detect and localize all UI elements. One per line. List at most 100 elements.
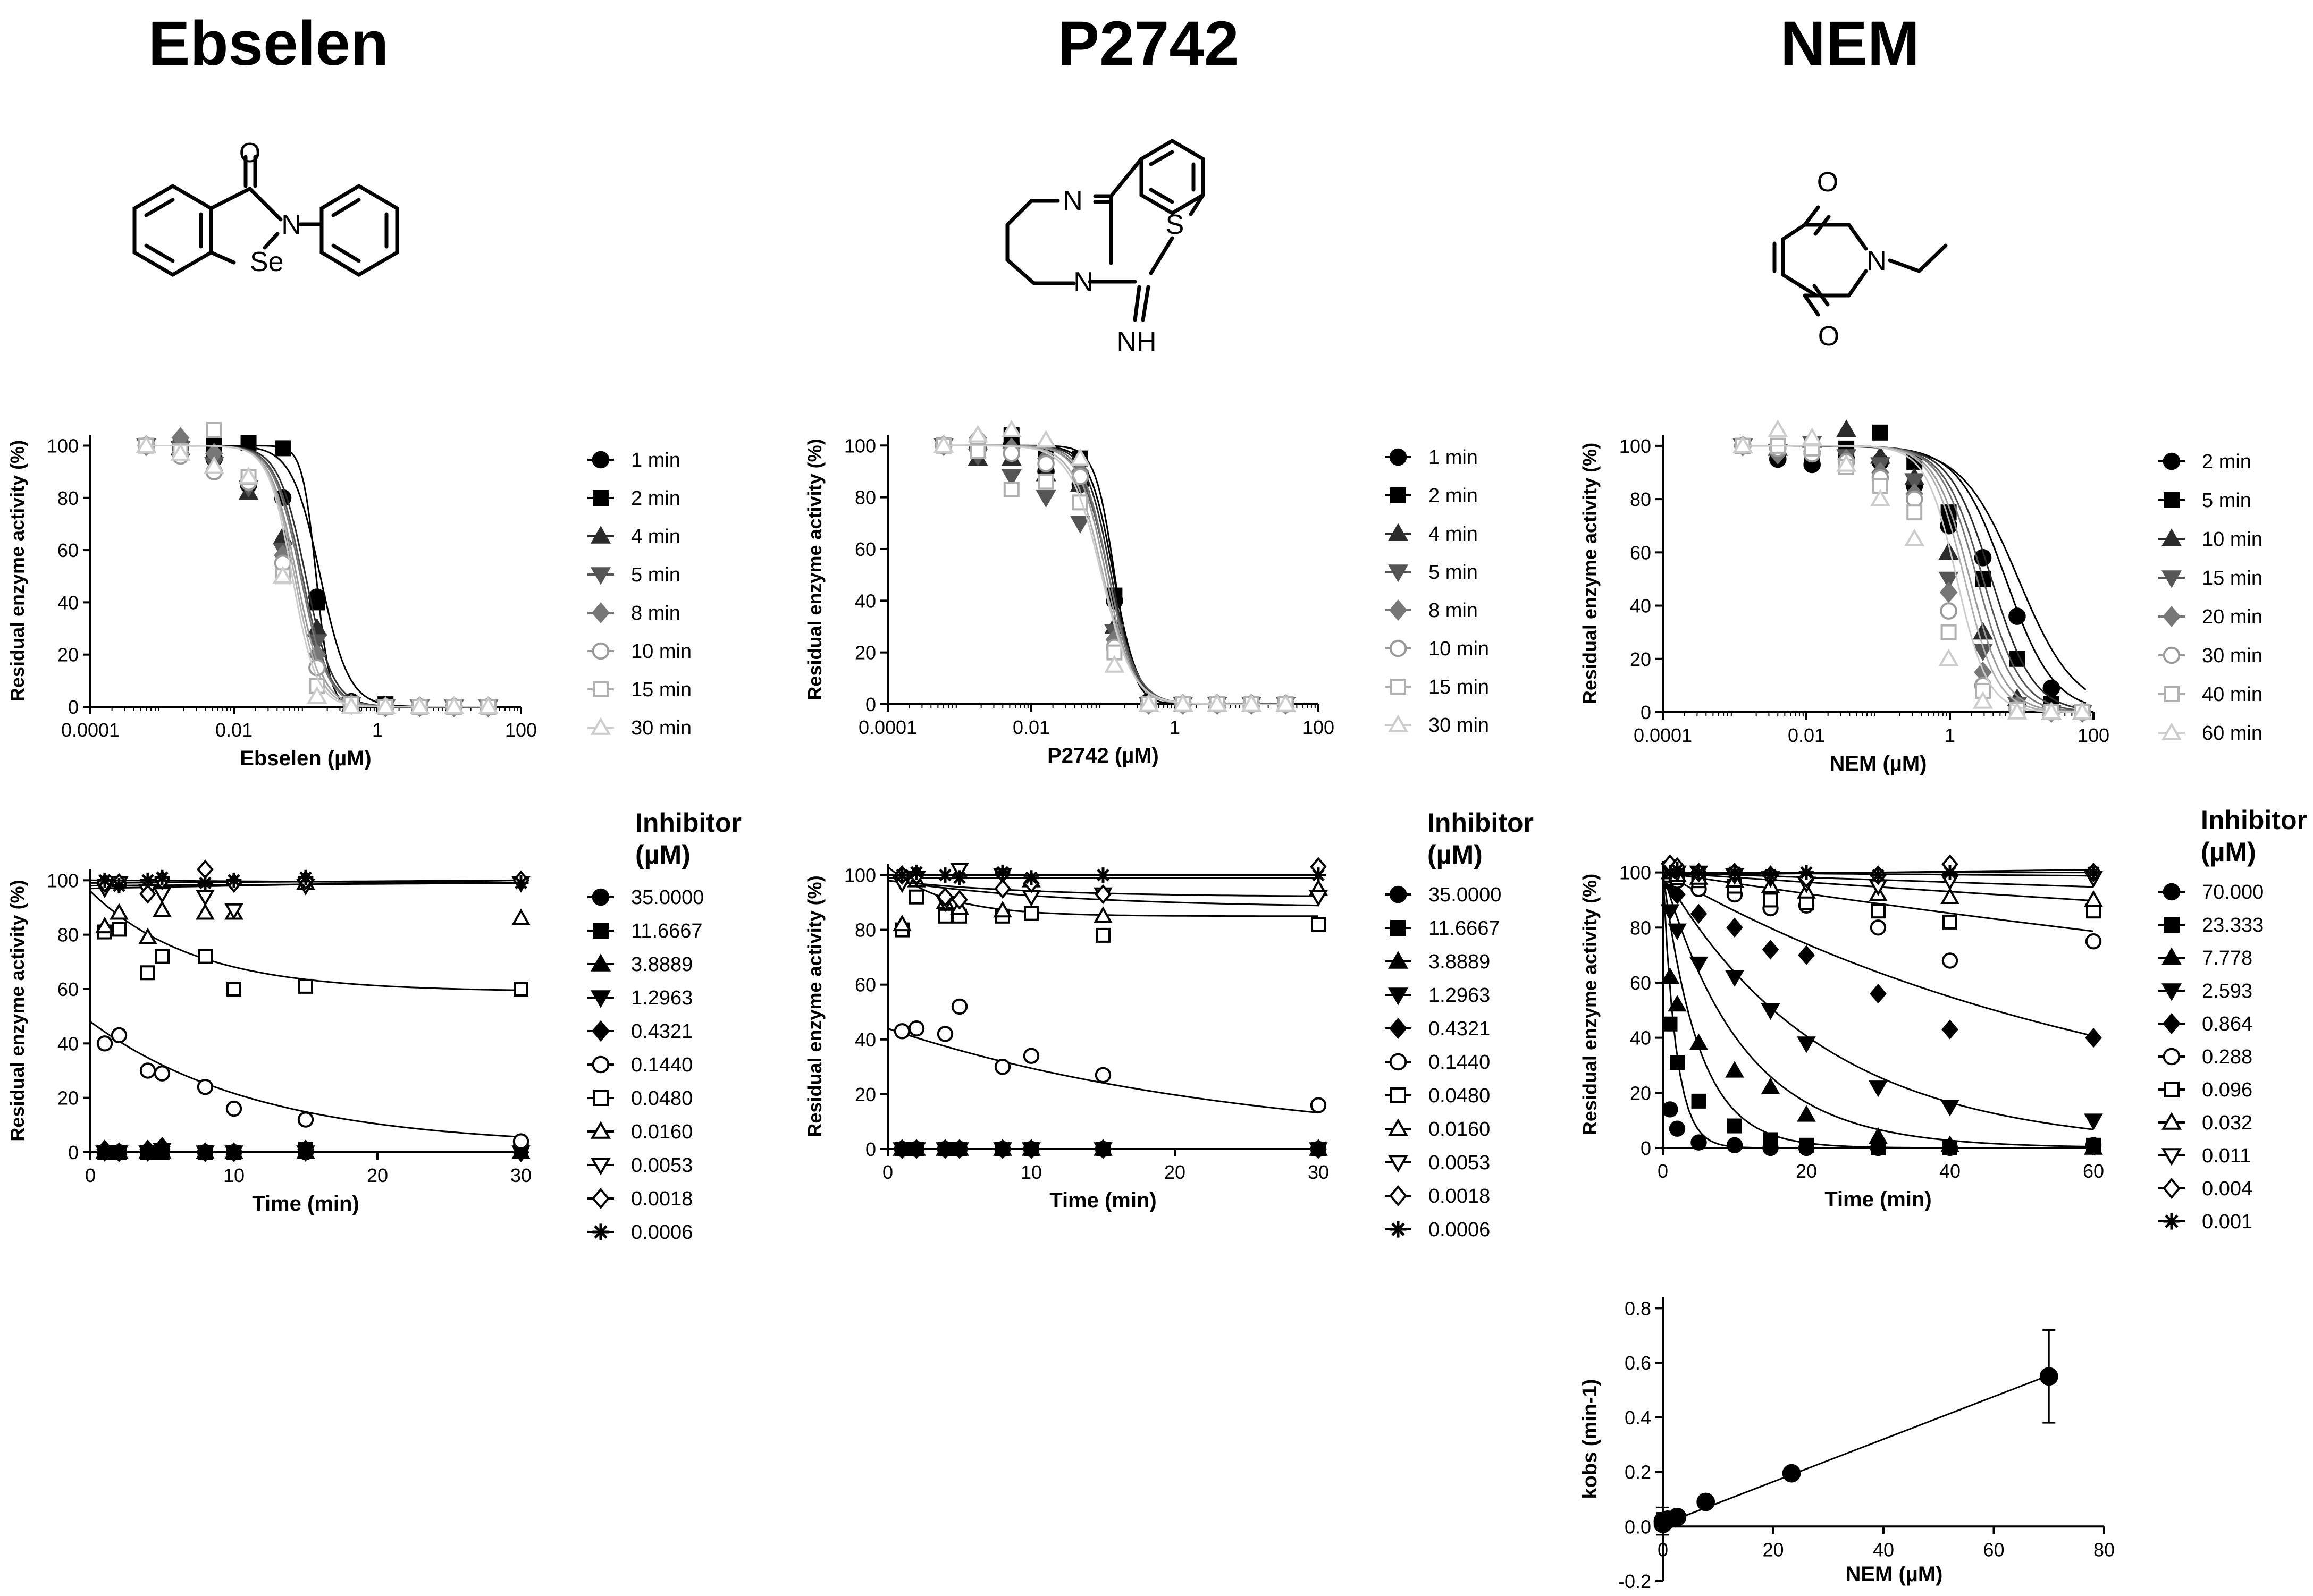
ebselen_time-point [140, 872, 156, 888]
ebselen_time-point [111, 878, 127, 893]
nem_time-xtick-label: 20 [1796, 1160, 1817, 1182]
nem_dose-legend-label: 60 min [2202, 722, 2262, 745]
nem_time-series [1660, 872, 2103, 1130]
ebselen_time-point [225, 1100, 242, 1117]
ebselen_dose-point [136, 435, 157, 453]
nem_dose-point [1906, 504, 1923, 521]
p2742_time-legend: 35.0000 11.6667 3.8889 1.2963 0.4321 0.1440 0.… [1385, 884, 1501, 1241]
p2742_dose-ytick-label: 40 [855, 590, 876, 612]
p2742_time-legend-marker [1389, 1053, 1407, 1071]
ebselen_dose-legend-label: 8 min [631, 602, 680, 624]
nem_time-point [1763, 892, 1778, 908]
ebselen_dose-legend-marker [592, 451, 610, 469]
p2742_dose-legend-label: 1 min [1428, 446, 1478, 469]
p2742_dose-legend-label: 15 min [1428, 676, 1489, 698]
ebselen_dose-xtick-label: 1 [372, 719, 383, 741]
nem_time-point [1670, 1055, 1685, 1070]
nem_dose-legend-label: 15 min [2202, 567, 2262, 589]
nem_time-point [1669, 1120, 1686, 1137]
p2742_time-point [1094, 906, 1113, 923]
p2742_time-point [951, 1139, 968, 1159]
nem_dose-point [1904, 528, 1925, 546]
nem_time-legend-marker [2163, 1048, 2181, 1066]
p2742_dose-xtick-label: 0.01 [1013, 716, 1050, 738]
title-p2742: P2742 [1057, 9, 1239, 79]
p2742_time-ytick-label: 80 [855, 919, 876, 941]
ebselen_time-legend-marker [590, 990, 611, 1008]
nem-structure-atoms: O N O [1817, 167, 1887, 352]
ebselen_time-legend-label: 35.0000 [631, 886, 704, 909]
nem_time-point [1869, 1080, 1888, 1097]
p2742_time-legend-label: 0.0018 [1428, 1185, 1490, 1207]
p2742_dose-point [1037, 455, 1055, 472]
ebselen_time-point [111, 1142, 128, 1162]
ebselen_time-point [297, 1139, 314, 1160]
ebselen_time-point [225, 1142, 242, 1162]
ebselen_time-ytick-label: 40 [57, 1033, 79, 1054]
ebselen_time-xtick-label: 20 [367, 1164, 388, 1186]
nem_dose-legend-marker [2161, 570, 2182, 588]
nem_dose-ytick-label: 40 [1630, 595, 1651, 617]
ebselen_time-point [110, 903, 129, 920]
nem_dose-point [1905, 490, 1923, 508]
p2742_time-point [909, 889, 924, 905]
ebselen_time-legend-label: 0.0053 [631, 1154, 693, 1177]
nem_dose-legend-marker [2164, 492, 2180, 508]
nem_dose-point [1904, 473, 1925, 491]
nem_time-xtick-label: 0 [1658, 1160, 1668, 1182]
nem_time-legend-label: 0.004 [2202, 1178, 2252, 1200]
nem_time-point [1689, 1033, 1709, 1050]
ebselen_time-legend-label: 0.0018 [631, 1188, 693, 1210]
p2742_dose-legend-label: 30 min [1428, 714, 1489, 737]
nem_time-legend-marker [2161, 947, 2182, 965]
p2742_time-point [1310, 1097, 1327, 1113]
p2742_dose-ytick-label: 60 [855, 538, 876, 560]
nem_dose-xlabel: NEM (µM) [1829, 752, 1927, 775]
nem_kobs-xtick-label: 20 [1762, 1539, 1784, 1560]
p2742_time-point [1024, 906, 1039, 921]
ebselen_time-legend-marker [592, 1020, 610, 1042]
nem_kobs-ytick-label: 0.6 [1625, 1352, 1651, 1374]
p2742_time-point [908, 1139, 925, 1159]
nem_time-point [1942, 865, 1958, 880]
nem_kobs-xlabel: NEM (µM) [1845, 1563, 1942, 1586]
p2742_time-ytick-label: 0 [865, 1138, 876, 1160]
nem_time-point [1941, 952, 1958, 969]
p2742_time-legend-label: 0.0053 [1428, 1152, 1490, 1174]
ebselen_dose-point [204, 456, 224, 474]
ebselen_time-point [140, 965, 155, 981]
p2742_time-point [951, 890, 968, 910]
p2742-structure-atoms: N S N NH [1063, 185, 1184, 357]
p2742_dose-axes: 0 20 40 60 80 100 0.0001 0.01 1 100 P2742 (µM) Resi… [804, 435, 1334, 767]
p2742_dose-legend-marker [1387, 714, 1409, 732]
nem_dose-legend: 2 min 5 min 10 min 15 min 20 min 30 min 40 min… [2158, 451, 2262, 745]
ebselen_time-point [224, 903, 243, 921]
svg-text:NH: NH [1116, 326, 1156, 357]
nem_time-point [1727, 865, 1743, 880]
p2742_time-point [995, 864, 1011, 880]
nem_time-point [1725, 1061, 1744, 1078]
p2742_dose-legend-label: 5 min [1428, 561, 1478, 584]
nem_time-point [1726, 1137, 1743, 1154]
ebselen_dose-point [206, 421, 222, 438]
svg-text:N: N [1866, 246, 1887, 276]
nem_time-legend-label: 7.778 [2202, 947, 2252, 969]
nem_dose-point [1938, 648, 1959, 666]
ebselen_time-point [226, 872, 242, 888]
p2742-structure [1005, 138, 1205, 322]
nem_time-point [1662, 1101, 1678, 1118]
nem_time-series [1660, 872, 2103, 1155]
p2742_dose-legend-marker [1389, 448, 1407, 466]
svg-text:N: N [281, 209, 301, 240]
ebselen_dose-legend: 1 min 2 min 4 min 5 min 8 min 10 min 15 min 30 … [587, 449, 692, 739]
nem_kobs-ytick-label: -0.2 [1618, 1570, 1651, 1592]
nem_dose-legend-label: 10 min [2202, 528, 2262, 551]
p2742_dose-point [1275, 694, 1296, 712]
ebselen_time-point [196, 903, 215, 920]
ebselen_time-point [96, 1139, 113, 1160]
ebselen_time-ytick-label: 80 [57, 924, 79, 946]
nem_time-ytick-label: 80 [1630, 917, 1651, 939]
nem_time-point [1761, 1003, 1780, 1020]
nem_time-legend-marker [2164, 1082, 2180, 1097]
p2742_dose-legend-label: 2 min [1428, 485, 1478, 507]
